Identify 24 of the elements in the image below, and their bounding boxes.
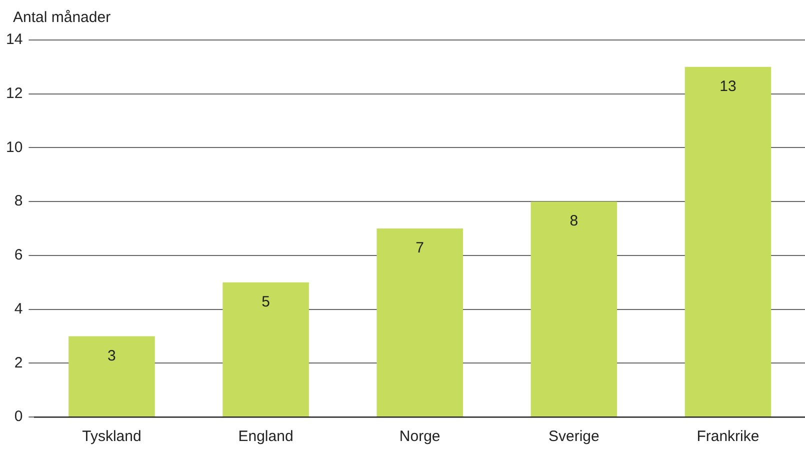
bar <box>376 228 463 416</box>
y-tick-label: 12 <box>6 85 23 102</box>
x-tick-label: England <box>238 428 294 446</box>
data-label: 8 <box>570 212 578 230</box>
x-tick-label: Frankrike <box>696 428 760 446</box>
y-tick-label: 6 <box>14 246 23 264</box>
x-tick-label: Norge <box>399 428 440 446</box>
x-tick-label: Tyskland <box>82 428 142 446</box>
data-label: 13 <box>720 78 736 96</box>
y-tick-label: 10 <box>6 138 23 156</box>
x-tick-label: Sverige <box>548 428 600 446</box>
y-tick-label: 8 <box>14 192 23 210</box>
y-tick-label: 0 <box>14 408 23 426</box>
y-tick-label: 14 <box>6 31 23 48</box>
data-label: 5 <box>262 294 270 310</box>
y-tick-label: 2 <box>14 354 23 372</box>
bar <box>684 66 772 416</box>
bar <box>530 202 618 416</box>
bar <box>222 282 309 416</box>
data-label: 3 <box>108 347 116 364</box>
y-tick-label: 4 <box>14 300 23 318</box>
y-axis-title: Antal månader <box>13 9 111 26</box>
data-label: 7 <box>416 240 424 257</box>
bar <box>68 336 155 416</box>
